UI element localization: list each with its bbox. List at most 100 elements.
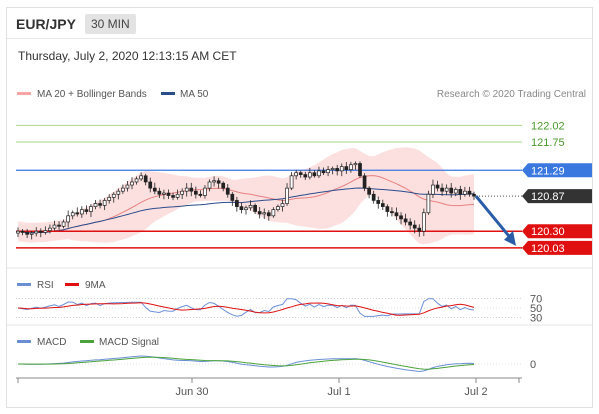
- candle-body: [70, 212, 75, 217]
- level-label-2: 121.29: [531, 165, 565, 177]
- candle: [421, 208, 426, 237]
- candle-body: [25, 232, 29, 235]
- candle: [280, 199, 285, 212]
- rsi-ma-legend-swatch: [65, 283, 79, 286]
- candle-body: [285, 187, 289, 204]
- candle-body: [16, 230, 20, 234]
- candle: [358, 161, 362, 178]
- candle: [385, 204, 390, 217]
- candle-body: [449, 187, 454, 194]
- candle-body: [34, 230, 39, 234]
- candle-body: [472, 193, 476, 197]
- candle-body: [66, 215, 71, 223]
- candle-body: [380, 203, 385, 207]
- ma20-legend-swatch: [17, 92, 31, 95]
- candle-body: [38, 230, 43, 233]
- candle: [298, 170, 303, 178]
- candle-body: [198, 193, 203, 196]
- candle: [180, 188, 185, 199]
- candle-body: [111, 193, 116, 198]
- candle-body: [271, 209, 276, 217]
- price-panel: 122.02 121.75 121.29 120.87 120.30 120.03: [16, 120, 592, 255]
- candle-body: [458, 188, 463, 195]
- candle: [34, 227, 39, 237]
- candle: [321, 167, 326, 175]
- candle: [125, 180, 130, 192]
- candle: [57, 221, 61, 230]
- candle-body: [189, 187, 194, 192]
- candle-body: [134, 178, 139, 183]
- timeframe-badge[interactable]: 30 MIN: [85, 14, 136, 34]
- candle: [362, 173, 367, 192]
- candle-body: [203, 187, 207, 196]
- candle: [171, 192, 175, 201]
- candle-body: [143, 175, 148, 183]
- candle-body: [417, 227, 422, 232]
- level-label-3: 120.87: [531, 191, 565, 203]
- candle-body: [139, 175, 143, 180]
- candle-body: [102, 200, 107, 206]
- candle-body: [148, 181, 153, 189]
- candle: [289, 172, 294, 191]
- candle-body: [207, 181, 212, 189]
- candle: [20, 228, 25, 236]
- candle: [312, 170, 317, 178]
- candle: [52, 220, 57, 231]
- candle: [216, 177, 221, 189]
- candle-body: [221, 182, 226, 189]
- candle: [198, 190, 203, 198]
- candle: [48, 224, 52, 234]
- candle-body: [162, 192, 166, 195]
- x-axis: Jun 30 Jul 1 Jul 2: [16, 377, 522, 398]
- instrument-title: EUR/JPY: [16, 16, 76, 32]
- candle: [353, 161, 358, 170]
- candle-body: [307, 172, 312, 178]
- candle-body: [235, 200, 239, 207]
- candle-body: [180, 190, 185, 195]
- candle-body: [344, 166, 349, 170]
- candle-body: [403, 218, 408, 223]
- candle-body: [75, 212, 80, 215]
- candle-body: [289, 175, 294, 189]
- candle-body: [257, 211, 262, 215]
- candle-body: [262, 212, 267, 215]
- candle: [43, 226, 48, 235]
- candle: [193, 186, 198, 199]
- candle: [376, 196, 381, 209]
- candle: [148, 177, 153, 193]
- candle: [121, 184, 125, 194]
- candle-body: [276, 206, 280, 211]
- candle: [399, 212, 403, 225]
- candle: [380, 199, 385, 210]
- candle: [38, 228, 43, 238]
- ma50-legend-label: MA 50: [180, 89, 209, 100]
- candle: [262, 208, 267, 220]
- candle-body: [467, 190, 472, 195]
- rsi-legend-label: RSI: [37, 280, 54, 291]
- candle-body: [157, 190, 162, 195]
- candle: [472, 191, 476, 200]
- candle-body: [121, 187, 125, 192]
- candle: [253, 203, 257, 214]
- candle: [303, 171, 308, 180]
- candle: [426, 190, 431, 215]
- candle: [70, 210, 75, 220]
- level-label-5: 120.03: [531, 243, 565, 255]
- candle: [244, 205, 248, 215]
- research-credit: Research © 2020 Trading Central: [437, 89, 586, 100]
- candle-body: [216, 180, 221, 184]
- candle: [449, 183, 454, 198]
- candle-body: [321, 170, 326, 174]
- candle: [98, 199, 102, 209]
- macd-signal-legend-swatch: [80, 340, 94, 343]
- candle-body: [376, 200, 381, 204]
- candle-body: [184, 187, 189, 192]
- candle-body: [435, 184, 440, 189]
- candle: [335, 164, 340, 176]
- candle-body: [408, 221, 413, 226]
- candle-body: [463, 190, 467, 195]
- candle-body: [266, 212, 271, 217]
- candle-body: [412, 224, 417, 229]
- candle: [330, 166, 335, 175]
- level-tag-3: [522, 189, 592, 204]
